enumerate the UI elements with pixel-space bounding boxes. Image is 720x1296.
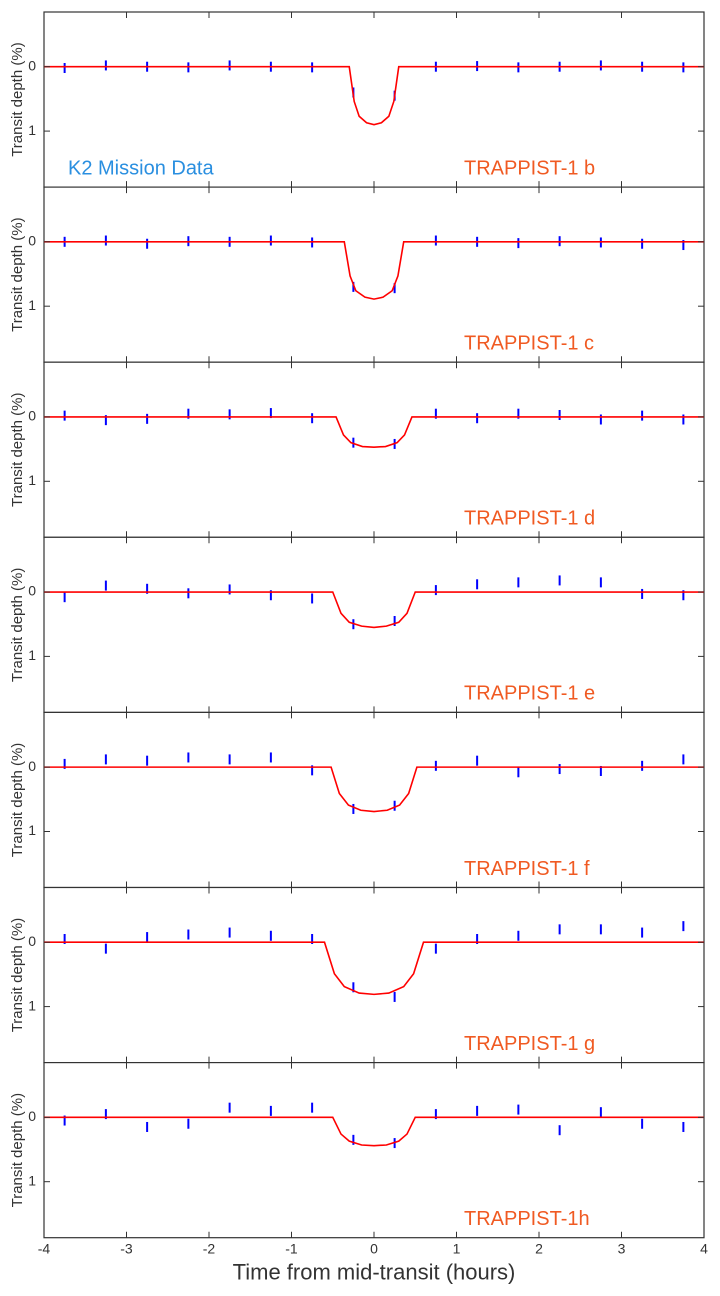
y-tick-label: 1 [28, 822, 36, 838]
y-axis-label: Transit depth (%) [9, 393, 26, 508]
y-tick-label: 0 [28, 933, 36, 949]
panel-label: TRAPPIST-1 f [464, 858, 590, 880]
plot-area [43, 1061, 705, 1239]
x-tick-label: 0 [370, 1240, 378, 1256]
y-tick-label: 1 [28, 297, 36, 313]
x-tick-label: -1 [285, 1240, 298, 1256]
x-axis-label: Time from mid-transit (hours) [233, 1260, 516, 1285]
panel-label: TRAPPIST-1h [464, 1208, 590, 1230]
y-axis-label: Transit depth (%) [9, 217, 26, 332]
plot-area [43, 186, 705, 363]
model-curve [44, 941, 704, 996]
y-tick-label: 1 [28, 122, 36, 138]
panel-label: TRAPPIST-1 d [464, 508, 595, 530]
x-tick-label: 1 [453, 1240, 461, 1256]
plot-area [43, 11, 705, 188]
plot-area [43, 711, 705, 889]
model-curve [44, 1116, 704, 1147]
panel-label: TRAPPIST-1 e [464, 683, 595, 705]
plot-area [43, 536, 705, 713]
y-axis-label: Transit depth (%) [9, 42, 26, 157]
y-tick-label: 0 [28, 408, 36, 424]
panel-label: TRAPPIST-1 g [464, 1033, 595, 1055]
x-tick-label: 4 [700, 1240, 708, 1256]
x-tick-label: -2 [203, 1240, 216, 1256]
y-tick-label: 0 [28, 57, 36, 73]
model-curve [44, 591, 704, 629]
x-tick-label: 2 [535, 1240, 543, 1256]
y-tick-label: 1 [28, 647, 36, 663]
annotation: K2 Mission Data [68, 157, 214, 179]
x-tick-label: 3 [618, 1240, 626, 1256]
y-tick-label: 0 [28, 1108, 36, 1124]
y-tick-label: 1 [28, 1172, 36, 1188]
panel-label: TRAPPIST-1 c [464, 332, 594, 354]
y-axis-label: Transit depth (%) [9, 918, 26, 1033]
y-tick-label: 1 [28, 472, 36, 488]
x-tick-label: -4 [38, 1240, 51, 1256]
x-tick-label: -3 [120, 1240, 133, 1256]
y-axis-label: Transit depth (%) [9, 568, 26, 683]
model-curve [44, 416, 704, 448]
y-axis-label: Transit depth (%) [9, 1093, 26, 1208]
plot-area [43, 886, 705, 1064]
y-tick-label: 0 [28, 233, 36, 249]
model-curve [44, 65, 704, 126]
panel-label: TRAPPIST-1 b [464, 157, 595, 179]
model-curve [44, 766, 704, 813]
y-axis-label: Transit depth (%) [9, 743, 26, 858]
y-tick-label: 1 [28, 997, 36, 1013]
plot-area [43, 361, 705, 538]
y-tick-label: 0 [28, 758, 36, 774]
y-tick-label: 0 [28, 583, 36, 599]
model-curve [44, 241, 704, 300]
